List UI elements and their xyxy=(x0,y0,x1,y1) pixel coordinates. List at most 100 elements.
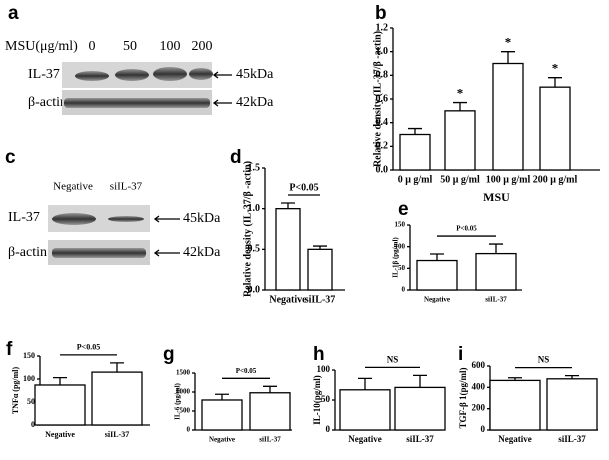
bar xyxy=(489,379,541,431)
error-bar xyxy=(110,362,124,373)
arrows xyxy=(212,71,232,107)
bar xyxy=(275,208,301,291)
annotation: * xyxy=(457,86,464,101)
y-tick-label: 1500 xyxy=(176,369,191,377)
y-tick-label: 50 xyxy=(321,394,331,404)
x-tick-label: siIL-37 xyxy=(259,436,281,444)
lane-label: 50 xyxy=(123,39,137,54)
x-tick-label: 50 μ g/ml xyxy=(440,174,480,185)
y-tick-label: 1000 xyxy=(176,388,191,396)
lane-label: Negative xyxy=(53,181,93,193)
lane-label: 0 xyxy=(89,39,96,54)
row-label: β-actin xyxy=(28,95,67,110)
y-tick-label: 600 xyxy=(472,360,486,370)
y-tick-label: 0.2 xyxy=(376,141,389,152)
panel-letter: b xyxy=(375,3,387,24)
y-axis-label: IL-1β (pg/ml) xyxy=(392,237,400,278)
y-axis-label: TNFα (pg/ml) xyxy=(11,366,20,414)
significance-label: P<0.05 xyxy=(236,367,257,375)
significance-label: P<0.05 xyxy=(456,225,477,233)
row-label: β-actin xyxy=(8,245,47,260)
bar xyxy=(34,384,86,426)
panel-letter: a xyxy=(8,3,19,24)
bar xyxy=(399,133,431,171)
y-tick-label: 0.8 xyxy=(376,70,389,81)
panel-letter: g xyxy=(163,344,175,365)
y-tick-label: 50 xyxy=(398,264,406,272)
size-label: 42kDa xyxy=(183,245,221,260)
lane-label: siIL-37 xyxy=(110,181,143,193)
y-tick-label: 1.5 xyxy=(248,162,261,173)
row-label: IL-37 xyxy=(28,67,60,82)
x-tick-label: siIL-37 xyxy=(485,296,507,304)
blot-image xyxy=(48,205,150,265)
size-label: 45kDa xyxy=(183,211,221,226)
y-tick-label: 1.0 xyxy=(376,46,389,57)
error-bar xyxy=(358,377,372,390)
size-label: 45kDa xyxy=(236,67,274,82)
error-bar xyxy=(413,374,427,388)
blot-image xyxy=(62,62,213,115)
bar xyxy=(201,399,243,431)
y-tick-label: 0 xyxy=(187,426,191,434)
x-tick-label: siIL-37 xyxy=(305,294,336,305)
y-axis-label: IL-10(pg/ml) xyxy=(312,375,322,425)
x-tick-label: Negative xyxy=(45,430,75,439)
y-tick-label: 200 xyxy=(472,403,486,413)
bar xyxy=(539,86,571,171)
x-tick-label: siIL-37 xyxy=(558,434,586,444)
arrows xyxy=(153,215,180,257)
error-bar xyxy=(430,253,444,261)
x-tick-label: 100 μ g/ml xyxy=(486,174,531,185)
error-bar xyxy=(313,245,327,250)
x-tick-label: 0 μ g/ml xyxy=(398,174,433,185)
y-tick-label: 0 xyxy=(402,286,406,294)
y-tick-label: 0.4 xyxy=(376,117,389,128)
bar xyxy=(492,62,524,171)
annotation: * xyxy=(505,35,512,50)
bar xyxy=(444,110,476,171)
bar xyxy=(475,252,517,291)
x-axis-label: MSU xyxy=(483,190,510,204)
y-tick-label: 100 xyxy=(23,374,35,383)
bar xyxy=(91,371,143,426)
y-axis-label: IL-6 (pg/ml) xyxy=(174,382,182,419)
panel-letter: i xyxy=(458,344,463,365)
error-bar xyxy=(489,243,503,254)
x-tick-label: siIL-37 xyxy=(105,430,129,439)
error-bar xyxy=(263,385,277,393)
y-axis-label: Relative density (IL-37/β -actin) xyxy=(372,31,383,167)
y-tick-label: 1.0 xyxy=(248,203,261,214)
panel-letter: c xyxy=(5,147,16,168)
error-bar xyxy=(215,393,229,400)
x-tick-label: Negative xyxy=(209,436,235,444)
error-bar xyxy=(408,127,422,135)
lane-label: 200 xyxy=(192,39,213,54)
treatment-label: MSU(μg/ml) xyxy=(5,39,78,54)
significance-label: NS xyxy=(387,354,399,364)
y-tick-label: 0.0 xyxy=(248,284,261,295)
y-axis-label: Relative density (IL-37/β -actin) xyxy=(242,161,253,297)
x-tick-label: 200 μ g/ml xyxy=(533,174,578,185)
row-label: IL-37 xyxy=(8,210,40,225)
error-bar xyxy=(565,374,579,379)
significance-label: P<0.05 xyxy=(289,182,318,193)
x-tick-label: Negative xyxy=(424,296,450,304)
y-tick-label: 500 xyxy=(180,407,191,415)
y-tick-label: 1.2 xyxy=(376,22,389,33)
bar xyxy=(394,386,446,431)
y-tick-label: 100 xyxy=(317,364,331,374)
bar xyxy=(546,378,598,431)
y-tick-label: 150 xyxy=(395,221,406,229)
y-tick-label: 0.0 xyxy=(376,164,389,175)
y-tick-label: 100 xyxy=(395,242,406,250)
error-bar xyxy=(53,376,67,385)
bar xyxy=(416,259,458,291)
y-tick-label: 0 xyxy=(481,424,486,434)
y-tick-label: 400 xyxy=(472,381,486,391)
error-bar xyxy=(548,77,562,88)
x-tick-label: Negative xyxy=(269,294,307,305)
y-tick-label: 0.6 xyxy=(376,93,389,104)
bar xyxy=(307,248,333,291)
significance-label: NS xyxy=(538,355,550,365)
